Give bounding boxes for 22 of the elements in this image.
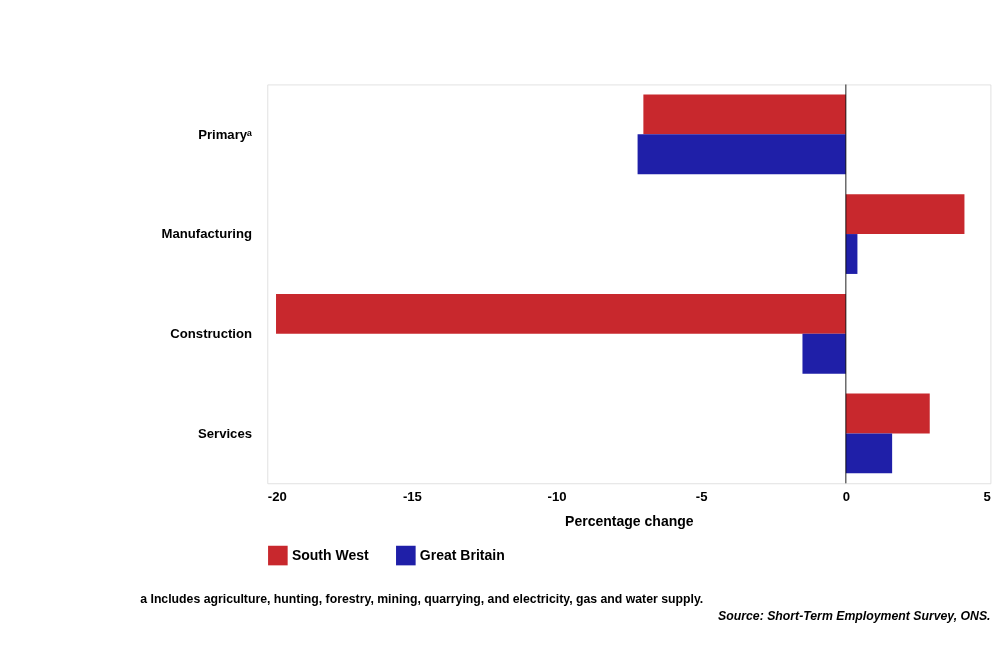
bar (845, 433, 893, 474)
bar (276, 293, 846, 334)
bar (643, 94, 846, 135)
x-tick-label: -15 (402, 489, 422, 505)
y-tick-label: Manufacturing (161, 226, 252, 242)
y-tick-label: Construction (170, 326, 252, 342)
text: a Includes agriculture, hunting, forestry, mining, quarrying, and electricity, gas and water supply. (140, 591, 704, 606)
bar (845, 194, 965, 235)
source-note: Source: Short-Term Employment Survey, ONS. (718, 609, 991, 624)
x-axis-title: Percentage change (565, 512, 694, 529)
bar (845, 393, 930, 434)
y-tick-label: Services (197, 425, 252, 441)
legend-label: Great Britain (419, 546, 505, 563)
x-tick-label: -10 (547, 489, 567, 505)
x-tick-label: -5 (695, 489, 708, 505)
legend-label: South West (291, 546, 370, 563)
x-tick-label: 0 (842, 489, 850, 505)
bar (802, 333, 846, 374)
x-tick-label: 5 (983, 489, 991, 505)
y-tick-label: Primaryᵃ (198, 126, 253, 142)
x-tick-label: -20 (267, 489, 287, 505)
bar (637, 134, 846, 175)
